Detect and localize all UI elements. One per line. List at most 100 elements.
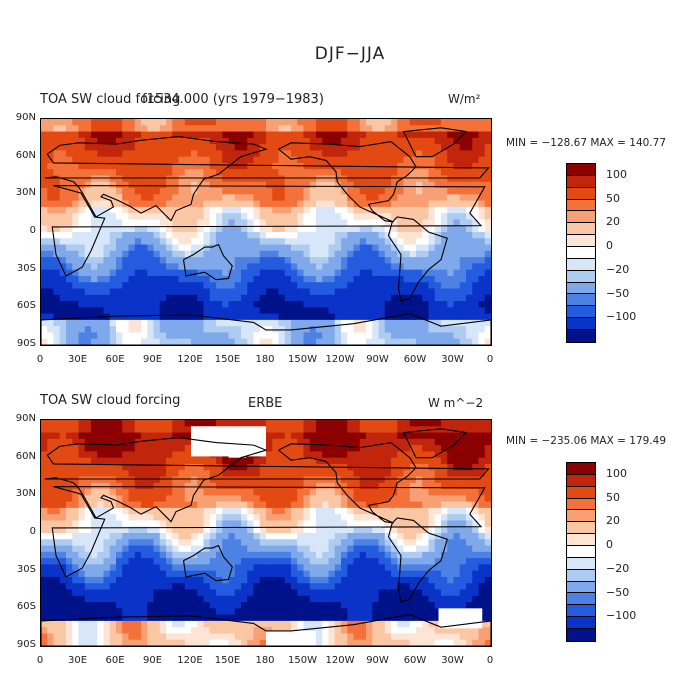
- field-cell: [416, 482, 423, 490]
- field-cell: [128, 119, 136, 126]
- field-cell: [91, 451, 98, 459]
- field-cell: [134, 194, 142, 202]
- field-cell: [178, 156, 186, 164]
- field-cell: [84, 620, 92, 628]
- field-cell: [272, 206, 280, 214]
- field-cell: [472, 332, 480, 340]
- field-cell: [284, 463, 292, 471]
- field-cell: [309, 194, 317, 202]
- field-cell: [334, 263, 342, 271]
- field-cell: [322, 169, 330, 177]
- field-cell: [478, 225, 486, 233]
- field-cell: [172, 576, 180, 584]
- field-cell: [153, 263, 161, 271]
- field-cell: [116, 307, 123, 315]
- field-cell: [116, 332, 123, 340]
- field-cell: [428, 332, 436, 340]
- field-cell: [122, 275, 130, 283]
- field-cell: [472, 520, 480, 528]
- field-cell: [222, 539, 230, 547]
- field-cell: [47, 420, 55, 427]
- field-cell: [484, 570, 491, 578]
- field-cell: [403, 119, 411, 126]
- field-cell: [209, 501, 217, 509]
- field-cell: [353, 533, 361, 540]
- field-cell: [409, 457, 417, 465]
- field-cell: [291, 576, 298, 584]
- field-cell: [391, 558, 398, 565]
- field-cell: [409, 551, 417, 559]
- field-cell: [222, 501, 230, 509]
- field-cell: [328, 156, 336, 164]
- field-cell: [97, 144, 105, 151]
- field-cell: [422, 602, 430, 609]
- field-cell: [203, 583, 211, 591]
- field-cell: [278, 558, 286, 565]
- field-cell: [353, 602, 361, 609]
- field-cell: [434, 438, 442, 446]
- field-cell: [203, 156, 211, 164]
- field-cell: [409, 476, 417, 484]
- field-cell: [422, 288, 430, 296]
- field-cell: [272, 476, 280, 484]
- field-cell: [253, 219, 261, 227]
- field-cell: [416, 463, 423, 471]
- field-cell: [347, 181, 355, 189]
- field-cell: [397, 263, 405, 271]
- field-cell: [128, 169, 136, 177]
- field-cell: [134, 294, 142, 302]
- field-cell: [434, 175, 442, 183]
- field-cell: [422, 539, 430, 547]
- field-cell: [297, 495, 305, 503]
- field-cell: [372, 595, 380, 603]
- field-cell: [409, 219, 417, 227]
- field-cell: [116, 338, 123, 345]
- field-cell: [197, 319, 205, 327]
- field-cell: [241, 545, 248, 553]
- field-cell: [84, 420, 92, 427]
- field-cell: [66, 576, 73, 584]
- field-cell: [397, 219, 405, 227]
- field-cell: [97, 263, 105, 271]
- field-cell: [153, 495, 161, 503]
- field-cell: [241, 326, 248, 334]
- field-cell: [347, 558, 355, 565]
- field-cell: [466, 213, 473, 221]
- field-cell: [53, 602, 61, 609]
- field-cell: [153, 269, 161, 277]
- field-cell: [466, 225, 473, 233]
- field-cell: [447, 238, 455, 246]
- field-cell: [53, 307, 61, 315]
- field-cell: [378, 288, 386, 296]
- field-cell: [172, 282, 180, 290]
- field-cell: [47, 489, 55, 496]
- field-cell: [428, 319, 436, 327]
- field-cell: [128, 520, 136, 528]
- field-cell: [409, 119, 417, 126]
- field-cell: [353, 614, 361, 622]
- field-cell: [222, 119, 230, 126]
- field-cell: [109, 263, 117, 271]
- field-cell: [47, 514, 55, 522]
- field-cell: [403, 232, 411, 239]
- field-cell: [172, 570, 180, 578]
- field-cell: [303, 533, 311, 540]
- field-cell: [184, 451, 192, 459]
- field-cell: [422, 162, 430, 170]
- field-cell: [159, 614, 167, 622]
- field-cell: [178, 470, 186, 478]
- field-cell: [428, 150, 436, 158]
- field-cell: [41, 545, 48, 553]
- field-cell: [134, 620, 142, 628]
- field-cell: [109, 583, 117, 591]
- field-cell: [416, 445, 423, 452]
- field-cell: [397, 125, 405, 133]
- field-cell: [366, 595, 373, 603]
- field-cell: [472, 570, 480, 578]
- field-cell: [278, 539, 286, 547]
- field-cell: [334, 482, 342, 490]
- field-cell: [453, 225, 461, 233]
- field-cell: [216, 551, 223, 559]
- field-cell: [222, 495, 230, 503]
- field-cell: [97, 257, 105, 264]
